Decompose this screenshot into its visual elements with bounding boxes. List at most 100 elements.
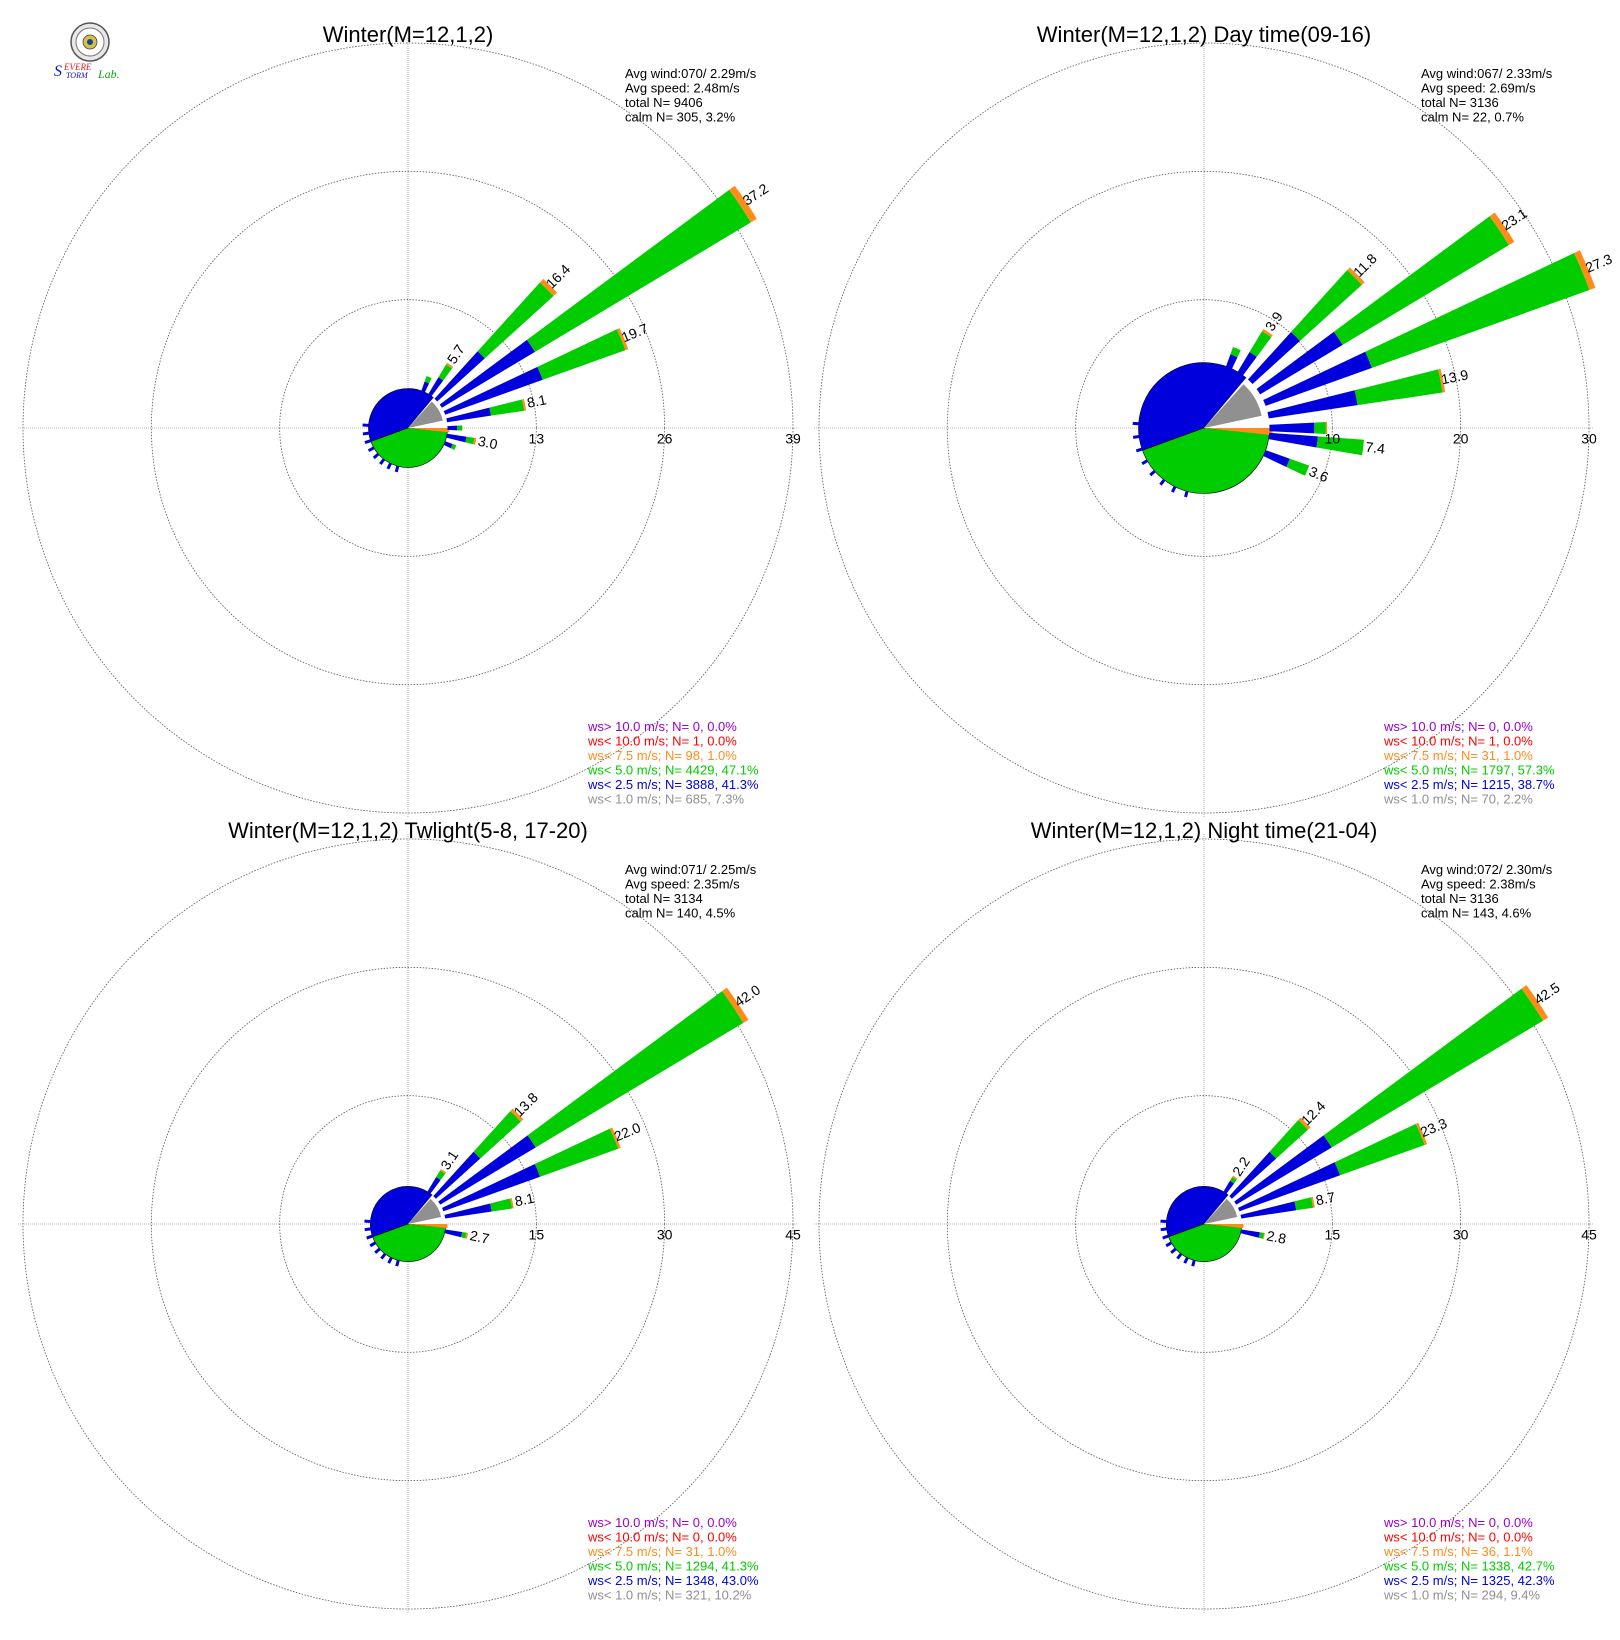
bar-value-label: 13.9 [1440,366,1470,387]
stat-line: calm N= 305, 3.2% [625,110,736,125]
bar-value-label: 3.6 [1307,463,1331,485]
mid-speed-disk [1142,427,1270,494]
stat-line: Avg speed: 2.48m/s [625,81,740,96]
bar-value-label: 3.9 [1262,309,1286,334]
bar-segment-lt7_5 [473,437,477,445]
bar-segment-lt2_5 [1234,1135,1332,1205]
wind-rose-panel: 3.113.842.022.08.12.7 15 30 45Winter(M=12,1… [18,818,801,1614]
bar-segment-lt2_5 [446,407,491,423]
bar-segment-lt7_5 [1262,328,1273,338]
stat-line: Avg wind:070/ 2.29m/s [625,66,757,81]
bar-segment-lt2_5 [1247,331,1301,385]
disk-tick [1184,490,1189,498]
bar-segment-lt2_5 [442,1164,541,1212]
bar-segment-lt7_5 [1347,267,1365,285]
bar-segment-lt2_5 [444,1203,492,1219]
bar-segment-lt2_5 [438,1135,536,1205]
radial-tick-label: 39 [785,430,801,446]
svg-text:EVERE: EVERE [63,62,92,72]
legend-entry: ws> 10.0 m/s; N= 0, 0.0% [587,719,737,734]
stat-line: calm N= 143, 4.6% [1421,906,1532,921]
stat-line: Avg wind:067/ 2.33m/s [1421,66,1553,81]
legend-entry: ws< 1.0 m/s; N= 685, 7.3% [587,792,745,807]
bar-value-label: 8.1 [513,1190,535,1210]
legend-entry: ws< 1.0 m/s; N= 70, 2.2% [1383,792,1533,807]
disk-tick [1191,1259,1196,1267]
legend-entry: ws< 7.5 m/s; N= 36, 1.1% [1383,1544,1533,1559]
orange-sliver [1204,428,1273,436]
bar-segment-lt2_5 [444,1229,463,1238]
bar-segment-lt5 [1269,1120,1308,1159]
stat-line: total N= 3136 [1421,891,1499,906]
bar-segment-lt2_5 [421,381,430,393]
bar-segment-lt5 [1230,347,1241,358]
radial-tick-label: 45 [1581,1226,1597,1242]
bar-value-label: 8.1 [526,391,548,411]
disk-tick [369,1241,377,1248]
legend-entry: ws< 5.0 m/s; N= 1797, 57.3% [1383,763,1555,778]
bar-value-label: 7.4 [1365,439,1386,457]
bar-segment-lt5 [457,425,463,431]
legend-entry: ws< 2.5 m/s; N= 1215, 38.7% [1383,777,1555,792]
bar-segment-lt2_5 [1263,450,1290,467]
legend-entry: ws< 10.0 m/s; N= 1, 0.0% [1383,734,1533,749]
bar-segment-lt5 [1323,988,1543,1148]
bar-segment-lt7_5 [729,185,757,223]
stat-line: calm N= 140, 4.5% [625,906,736,921]
legend-entry: ws> 10.0 m/s; N= 0, 0.0% [1383,719,1533,734]
legend-entry: ws< 7.5 m/s; N= 31, 1.0% [1383,748,1533,763]
bar-segment-lt5 [473,1111,521,1159]
radial-tick-label: 10 [1325,430,1341,446]
legend-entry: ws< 7.5 m/s; N= 31, 1.0% [587,1544,737,1559]
bar-segment-lt2_5 [428,377,444,397]
disk-tick [1171,486,1177,493]
orange-sliver [408,428,450,433]
bar-segment-lt7_5 [722,987,749,1023]
disk-tick [1170,1247,1177,1254]
bar-segment-lt5 [1365,253,1590,368]
panel-title: Winter(M=12,1,2) Night time(21-04) [1031,818,1378,843]
bar-value-label: 23.3 [1418,1115,1449,1140]
disk-tick [1141,459,1149,466]
bar-segment-lt2_5 [1223,1180,1235,1194]
legend-entry: ws< 10.0 m/s; N= 0, 0.0% [587,1530,737,1545]
wind-rose-panel: 2.212.442.523.38.72.8 15 30 45Winter(M=12,1… [814,818,1597,1614]
calm-wedge [408,1198,442,1224]
bar-segment-lt2_5 [1237,352,1257,376]
bar-segment-lt7_5 [616,328,629,351]
legend-entry: ws< 10.0 m/s; N= 1, 0.0% [587,734,737,749]
stat-line: total N= 3134 [625,891,703,906]
disk-tick [1159,479,1166,486]
disk-tick [364,439,372,445]
disk-tick [387,1257,393,1264]
wind-rose-panel: 3.911.823.127.313.97.43.610 20 30Winter(M=… [814,22,1615,818]
svg-text:S: S [54,63,62,80]
bar-value-label: 3.0 [477,433,499,453]
severe-storm-lab-logo: S EVERE TORM Lab. [50,20,150,82]
radial-tick-label: 15 [1325,1226,1341,1242]
bar-segment-lt5 [527,991,744,1148]
bar-value-label: 8.7 [1314,1189,1336,1209]
bar-segment-lt7_5 [1298,1117,1311,1130]
legend-entry: ws< 1.0 m/s; N= 294, 9.4% [1383,1588,1541,1603]
legend-entry: ws< 5.0 m/s; N= 4429, 47.1% [587,763,759,778]
radial-tick-label: 13 [529,430,545,446]
mid-speed-disk [372,1223,446,1262]
disk-tick [364,1227,371,1232]
bar-segment-lt5 [1229,1177,1237,1184]
bar-segment-lt2_5 [447,425,458,431]
stat-line: Avg speed: 2.35m/s [625,877,740,892]
bar-segment-lt7_5 [510,1198,514,1209]
orange-sliver [408,1224,448,1229]
disk-tick [395,1259,400,1267]
bar-segment-lt5 [450,443,457,450]
radial-tick-label: 45 [785,1226,801,1242]
stat-line: total N= 3136 [1421,95,1499,110]
bar-segment-lt5 [438,364,453,381]
bar-segment-lt5 [1258,1232,1265,1239]
bar-segment-lt2_5 [443,366,543,415]
legend-entry: ws< 2.5 m/s; N= 1325, 42.3% [1383,1573,1555,1588]
bar-segment-lt2_5 [433,1151,481,1199]
radial-tick-label: 26 [657,430,673,446]
bar-segment-lt5 [465,436,475,445]
